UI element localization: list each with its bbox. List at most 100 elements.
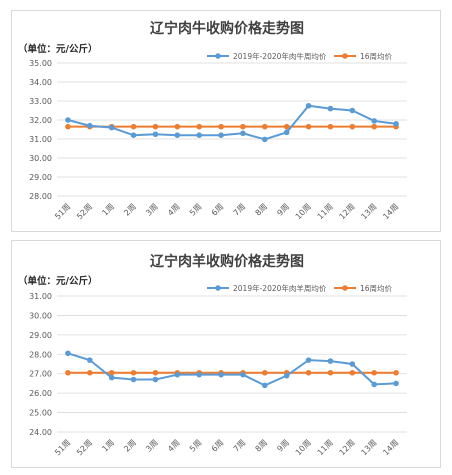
beef-price-chart-panel: 辽宁肉牛收购价格走势图 （单位：元/公斤） 35.00 34.00 33.00 32.00…: [11, 10, 441, 232]
legend-swatch-marker: [342, 285, 348, 291]
data-point: [152, 123, 159, 130]
data-point: [283, 123, 290, 130]
legend-label: 2019年-2020年肉牛周均价: [233, 51, 327, 61]
data-point: [174, 132, 181, 138]
x-tick-label: 52周: [75, 202, 94, 221]
data-point: [218, 123, 224, 130]
x-tick-label: 3周: [144, 438, 160, 454]
beef-price-chart: 辽宁肉牛收购价格走势图 （单位：元/公斤） 35.00 34.00 33.00 32.00…: [18, 20, 407, 221]
legend-entry: 2019年-2020年肉羊周均价: [207, 283, 327, 293]
data-point: [327, 123, 334, 130]
data-point: [174, 371, 181, 378]
data-point: [152, 376, 159, 383]
x-tick-label: 6周: [210, 202, 226, 218]
chart-title: 辽宁肉羊收购价格走势图: [150, 253, 304, 270]
data-point: [283, 372, 290, 379]
data-point: [262, 136, 268, 143]
unit-label: （单位：元/公斤）: [18, 43, 97, 55]
legend-entry: 16周均价: [334, 51, 393, 61]
data-point: [393, 121, 399, 127]
data-point: [196, 371, 202, 378]
chart-title: 辽宁肉牛收购价格走势图: [150, 20, 304, 37]
data-point: [130, 132, 137, 138]
legend-swatch-marker: [342, 53, 348, 59]
x-tick-label: 51周: [53, 438, 72, 457]
y-tick-label: 30.00: [29, 154, 52, 163]
x-tick-label: 52周: [75, 438, 94, 457]
y-tick-label: 28.00: [29, 350, 52, 359]
data-point: [108, 124, 115, 131]
x-tick-label: 10周: [294, 438, 313, 457]
y-tick-label: 28.00: [29, 192, 52, 201]
x-tick-label: 2周: [122, 202, 138, 218]
legend-label: 16周均价: [360, 51, 393, 61]
x-tick-label: 9周: [275, 202, 291, 218]
data-point: [262, 123, 268, 130]
y-tick-label: 32.00: [29, 116, 52, 125]
data-point: [240, 130, 246, 137]
data-point: [65, 117, 71, 123]
unit-label: （单位：元/公斤）: [18, 275, 97, 287]
data-point: [371, 123, 377, 130]
x-tick-label: 1周: [100, 438, 116, 454]
data-point: [174, 123, 181, 130]
data-point: [152, 131, 159, 138]
data-point: [371, 369, 377, 376]
y-tick-label: 25.00: [29, 409, 52, 418]
data-point: [240, 123, 246, 130]
data-point: [65, 350, 71, 357]
x-tick-label: 3周: [144, 202, 160, 218]
data-point: [393, 380, 399, 387]
legend-entry: 2019年-2020年肉牛周均价: [207, 51, 327, 61]
data-point: [371, 381, 377, 388]
x-tick-label: 4周: [166, 438, 182, 454]
x-tick-label: 12周: [338, 438, 357, 457]
data-point: [283, 129, 290, 136]
data-point: [393, 369, 399, 376]
data-point: [349, 123, 356, 130]
data-point: [87, 369, 93, 376]
y-tick-label: 29.00: [29, 331, 52, 340]
data-point: [305, 357, 312, 363]
data-point: [65, 123, 71, 130]
y-tick-label: 26.00: [29, 389, 52, 398]
x-tick-label: 9周: [275, 438, 291, 454]
y-tick-label: 31.00: [29, 292, 52, 301]
data-point: [305, 369, 312, 376]
y-tick-label: 30.00: [29, 311, 52, 320]
legend-swatch-marker: [215, 53, 221, 59]
y-tick-label: 34.00: [29, 78, 52, 87]
data-point: [240, 371, 246, 378]
data-point: [108, 369, 115, 376]
data-point: [196, 123, 202, 130]
data-point: [196, 132, 202, 138]
y-tick-label: 29.00: [29, 173, 52, 182]
x-tick-label: 6周: [210, 438, 226, 454]
data-point: [218, 132, 224, 138]
data-point: [218, 371, 224, 378]
y-tick-label: 27.00: [29, 370, 52, 379]
mutton-price-chart-panel: 辽宁肉羊收购价格走势图 （单位：元/公斤） 31.00 30.00 29.00 28.00…: [11, 240, 441, 468]
data-point: [152, 369, 159, 376]
x-tick-label: 5周: [188, 202, 204, 218]
data-point: [108, 374, 115, 381]
legend-label: 16周均价: [360, 283, 393, 293]
data-point: [327, 105, 334, 112]
x-tick-label: 1周: [100, 202, 116, 218]
x-tick-label: 13周: [359, 202, 378, 221]
y-tick-label: 35.00: [29, 59, 52, 68]
legend-label: 2019年-2020年肉羊周均价: [233, 283, 327, 293]
legend-entry: 16周均价: [334, 283, 393, 293]
x-tick-label: 8周: [254, 202, 270, 218]
data-point: [371, 118, 377, 124]
x-tick-label: 11周: [316, 202, 335, 221]
data-point: [305, 123, 312, 130]
data-point: [327, 369, 334, 376]
data-point: [87, 357, 93, 363]
mutton-price-chart: 辽宁肉羊收购价格走势图 （单位：元/公斤） 31.00 30.00 29.00 28.00…: [18, 253, 407, 457]
data-point: [327, 358, 334, 364]
series-line: [67, 352, 397, 387]
x-tick-label: 14周: [381, 202, 400, 221]
data-point: [305, 102, 312, 109]
x-tick-label: 7周: [232, 202, 248, 218]
